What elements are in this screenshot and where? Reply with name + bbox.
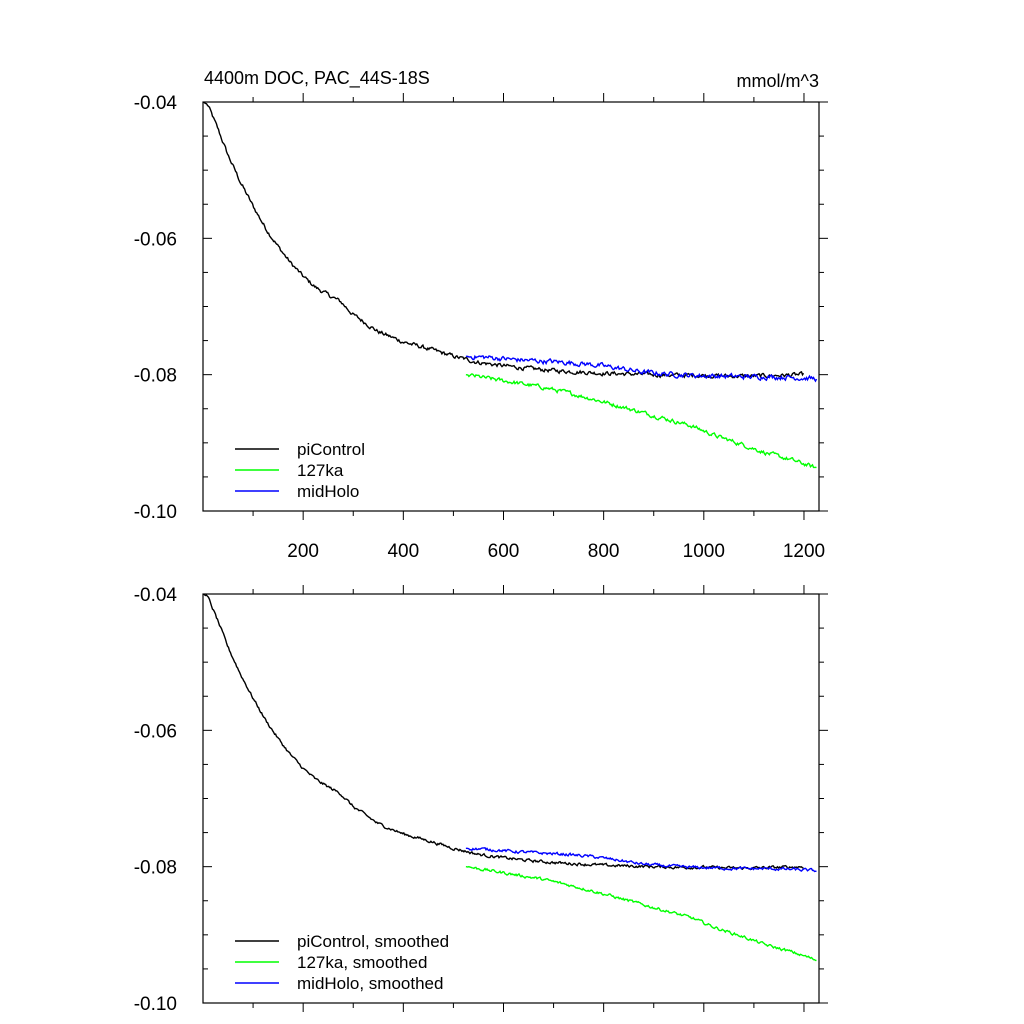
x-tick-label: 400	[387, 541, 419, 562]
x-tick-label: 600	[488, 541, 520, 562]
top-panel-units: mmol/m^3	[737, 71, 819, 91]
bottom-panel-ticks: -0.04 -0.06 -0.08 -0.10	[134, 585, 828, 1015]
x-tick-label: 1000	[683, 541, 725, 562]
bottom-plot-frame	[202, 593, 820, 1004]
top-panel-legend: piControl 127ka midHolo	[235, 440, 365, 501]
y-tick-label: -0.06	[134, 721, 177, 742]
x-tick-label: 200	[287, 541, 319, 562]
legend-label: piControl	[297, 440, 365, 459]
series-line-picontrol	[203, 101, 805, 379]
bottom-panel: -0.04 -0.06 -0.08 -0.10 piControl, smoothed…	[134, 585, 828, 1015]
y-tick-label: -0.08	[134, 858, 177, 879]
legend-label: 127ka, smoothed	[297, 953, 427, 972]
legend-label: piControl, smoothed	[297, 932, 449, 951]
y-tick-label: -0.04	[134, 585, 178, 606]
top-panel-ticks: -0.04 -0.06 -0.08 -0.10 200 400 600 800 1000 1200	[134, 93, 828, 562]
top-panel: 4400m DOC, PAC_44S-18S mmol/m^3 -0.04-0.…	[134, 68, 828, 562]
legend-label: 127ka	[297, 461, 344, 480]
y-tick-label: -0.08	[134, 366, 177, 387]
y-tick-label: -0.06	[134, 229, 177, 250]
series-line-picontrol-smoothed	[203, 593, 804, 871]
legend-label: midHolo	[297, 482, 359, 501]
bottom-panel-series	[203, 593, 817, 962]
y-tick-label: -0.10	[134, 994, 177, 1015]
bottom-panel-legend: piControl, smoothed 127ka, smoothed midHol…	[235, 932, 449, 993]
series-line-midholo	[465, 354, 818, 383]
series-line-127ka-smoothed	[465, 865, 817, 962]
top-panel-title: 4400m DOC, PAC_44S-18S	[204, 68, 430, 89]
top-panel-series	[203, 101, 818, 469]
y-tick-label: -0.04	[134, 93, 178, 114]
x-tick-label: 1200	[783, 541, 825, 562]
top-plot-frame	[202, 101, 820, 512]
series-line-midholo-smoothed	[465, 847, 817, 873]
legend-label: midHolo, smoothed	[297, 974, 443, 993]
series-line-127ka	[465, 373, 817, 469]
x-tick-label: 800	[588, 541, 620, 562]
y-tick-label: -0.10	[134, 502, 177, 523]
